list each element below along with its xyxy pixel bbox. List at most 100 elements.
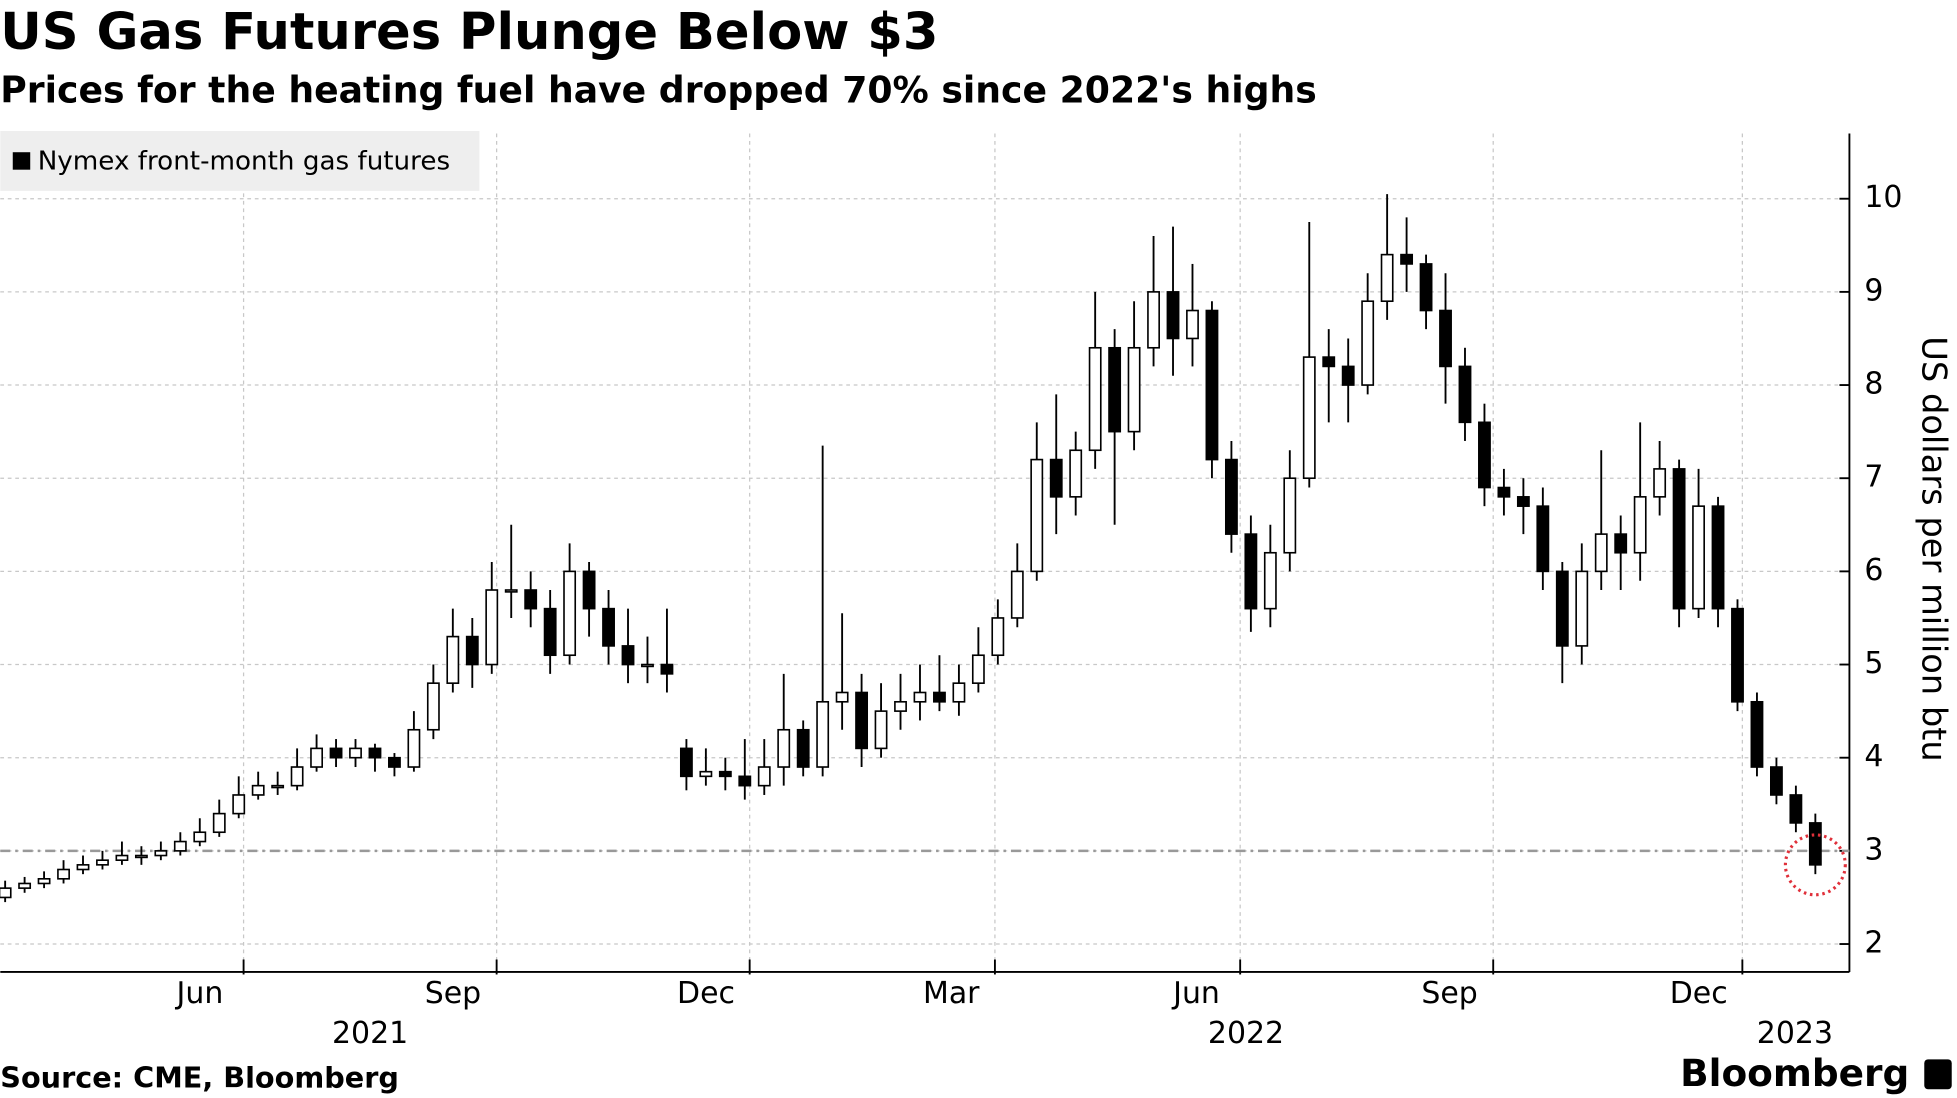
highlight-circle: [1783, 833, 1847, 897]
candle-body: [96, 859, 109, 866]
candle-body: [1439, 309, 1452, 368]
candle-body: [874, 710, 888, 750]
candle-body: [1302, 356, 1316, 480]
y-tick-label: 8: [1864, 367, 1883, 402]
y-tick-label: 10: [1864, 180, 1902, 215]
candle-body: [1789, 794, 1803, 824]
candle-body: [524, 589, 538, 610]
candle-body: [1186, 309, 1199, 340]
candle-body: [134, 854, 148, 859]
candle-body: [582, 570, 596, 610]
candle-body: [1633, 496, 1647, 554]
candle-body: [894, 700, 907, 712]
candle-body: [212, 812, 226, 834]
candle-body: [660, 663, 674, 675]
candle-body: [757, 766, 771, 787]
candle-body: [1322, 356, 1336, 368]
candle-body: [1380, 253, 1394, 303]
candle-body: [368, 747, 382, 759]
candle-body: [465, 635, 479, 666]
candle-body: [718, 770, 732, 778]
candle-body: [485, 589, 499, 666]
candle-body: [1458, 365, 1472, 424]
candle-body: [543, 607, 557, 657]
candle-body: [1419, 263, 1433, 312]
chart-title: US Gas Futures Plunge Below $3: [0, 3, 938, 62]
candle-body: [57, 868, 70, 880]
candle-body: [388, 756, 401, 768]
x-year-label: 2022: [1208, 1016, 1284, 1051]
candle-body: [1224, 458, 1238, 535]
candle-body: [1341, 365, 1355, 386]
candle-body: [1263, 551, 1277, 610]
brand-logo: Bloomberg: [1680, 1051, 1909, 1095]
candle-body: [1692, 505, 1705, 610]
candle-body: [1750, 700, 1764, 768]
candle-body: [154, 850, 168, 857]
candle-body: [1283, 477, 1297, 554]
candle-body: [1594, 533, 1608, 573]
candle-body: [115, 854, 129, 861]
candle-body: [738, 775, 752, 787]
candle-body: [621, 645, 635, 666]
candle-body: [290, 766, 304, 787]
candle-body: [933, 691, 946, 703]
candle-body: [796, 728, 810, 768]
plot-area: 2 3 4 5 6 7 8 9 10 Jun Sep Dec Mar Jun Sep Dec 2021 2022 2…: [0, 133, 1902, 1051]
candle-body: [329, 747, 343, 759]
candle-body: [251, 784, 265, 796]
candle-body: [855, 691, 869, 750]
x-tick-label: Jun: [175, 976, 224, 1011]
x-tick-label: Jun: [1171, 976, 1220, 1011]
x-tick-label: Dec: [1670, 976, 1728, 1011]
candle-body: [563, 570, 577, 657]
candle-body: [407, 728, 421, 768]
candle-body: [777, 728, 791, 768]
x-tick-label: Sep: [1421, 976, 1477, 1011]
y-tick-label: 2: [1864, 926, 1883, 961]
candle-body: [1808, 822, 1822, 866]
candle-body: [641, 663, 654, 668]
candle-body: [971, 654, 985, 684]
candle-body: [1088, 346, 1102, 452]
candle-body: [1536, 505, 1550, 573]
candle-body: [1672, 468, 1686, 610]
candle-body: [349, 747, 362, 759]
candle-body: [1010, 570, 1024, 619]
x-tick-label: Mar: [923, 976, 980, 1011]
candle-body: [1555, 570, 1569, 647]
candle-body: [913, 691, 927, 703]
candle-body: [0, 887, 12, 899]
legend-label: Nymex front-month gas futures: [38, 147, 450, 177]
candle-body: [1575, 570, 1589, 647]
candle-body: [76, 864, 90, 871]
candle-body: [1769, 766, 1783, 796]
candle-body: [1614, 533, 1628, 554]
y-tick-label: 7: [1864, 460, 1883, 495]
legend-box: [0, 131, 480, 191]
x-year-label: 2021: [332, 1016, 408, 1051]
candle-body: [699, 770, 713, 778]
candle-body: [18, 882, 32, 889]
source-note: Source: CME, Bloomberg: [0, 1060, 399, 1094]
candle-body: [1653, 468, 1667, 498]
candle-body: [1205, 309, 1219, 461]
candle-body: [1516, 496, 1530, 507]
candle-body: [679, 747, 693, 778]
candle-body: [1166, 291, 1180, 340]
y-axis-label: US dollars per million btu: [1914, 336, 1953, 762]
candle-body: [1400, 253, 1414, 265]
candle-body: [504, 589, 518, 593]
candle-body: [816, 700, 830, 768]
candle-body: [1361, 300, 1375, 386]
brand-icon: [1924, 1059, 1952, 1090]
candle-body: [37, 878, 51, 885]
candle-body: [1069, 449, 1083, 498]
x-tick-label: Dec: [677, 976, 735, 1011]
chart-subtitle: Prices for the heating fuel have dropped…: [0, 68, 1317, 111]
candle-body: [1711, 505, 1725, 610]
y-tick-label: 9: [1864, 273, 1883, 308]
candle-body: [426, 682, 440, 731]
